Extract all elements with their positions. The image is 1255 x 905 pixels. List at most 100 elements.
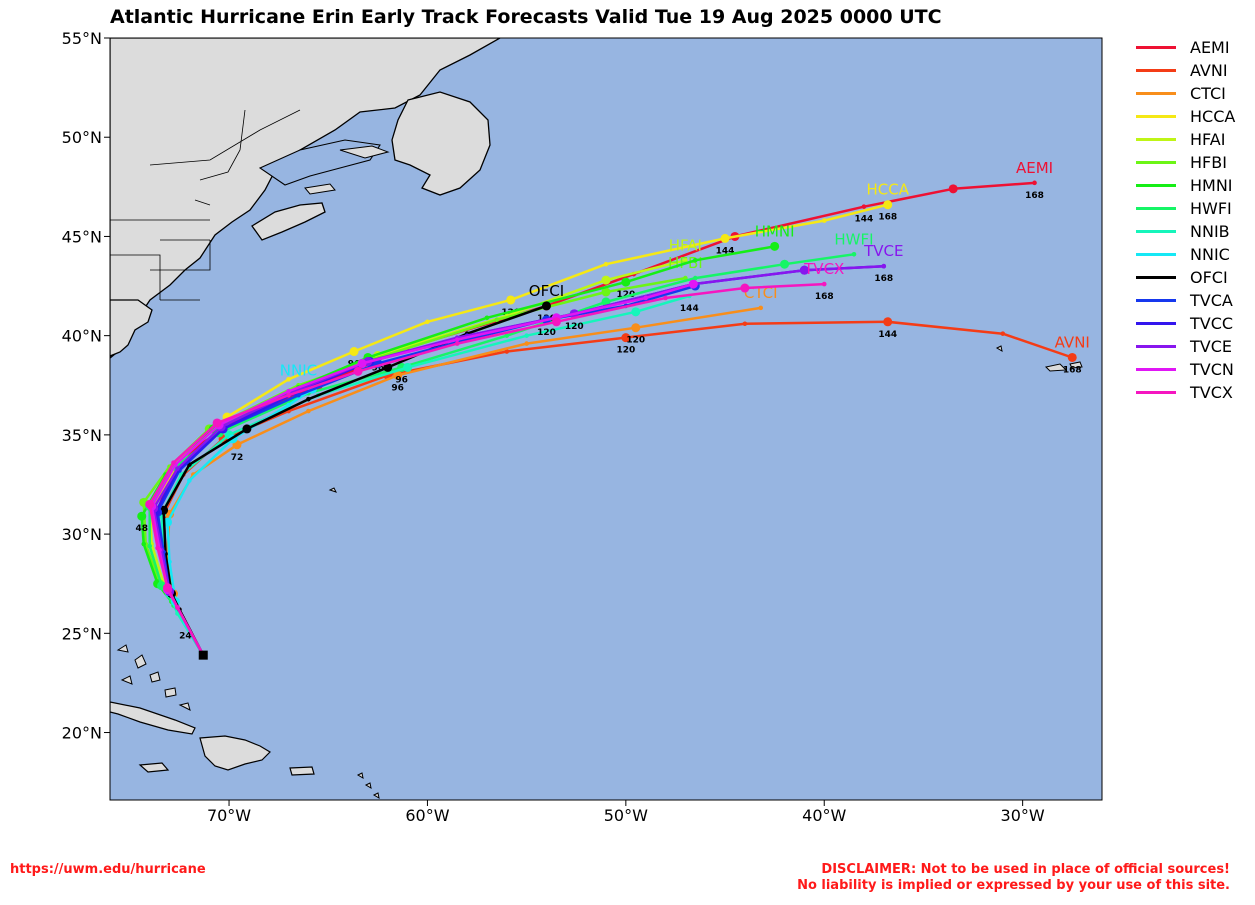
track-point xyxy=(175,466,180,471)
track-point xyxy=(541,301,551,311)
track-end-label: AEMI xyxy=(1016,159,1053,177)
track-point xyxy=(663,295,668,301)
track-point xyxy=(454,337,460,342)
footer-url[interactable]: https://uwm.edu/hurricane xyxy=(10,862,206,877)
track-line xyxy=(148,282,825,656)
legend-swatch xyxy=(1136,322,1176,325)
us-east-coast-land xyxy=(110,299,153,357)
track-point xyxy=(742,321,748,327)
axis-layer: 55°N 50°N 45°N 40°N 35°N 30°N 25°N 20°N 70°W 60°W… xyxy=(62,29,1045,825)
track-point xyxy=(861,204,867,209)
track-point xyxy=(147,543,152,549)
track-point xyxy=(167,559,172,565)
track-point xyxy=(175,611,180,616)
track-point xyxy=(692,275,698,281)
footer-disclaimer: DISCLAIMER: Not to be used in place of o… xyxy=(797,862,1230,894)
lon-tick-label: 40°W xyxy=(802,806,846,825)
legend-item-tvca[interactable]: TVCA xyxy=(1136,289,1235,312)
legend-item-tvcn[interactable]: TVCN xyxy=(1136,358,1235,381)
state-borders xyxy=(110,109,301,301)
legend-swatch xyxy=(1136,230,1176,233)
disclaimer-line1: DISCLAIMER: Not to be used in place of o… xyxy=(821,862,1230,877)
legend-item-nnib[interactable]: NNIB xyxy=(1136,220,1235,243)
legend-item-ofci[interactable]: OFCI xyxy=(1136,266,1235,289)
track-point xyxy=(770,241,780,251)
track-point xyxy=(163,583,173,593)
legend-item-tvce[interactable]: TVCE xyxy=(1136,335,1235,358)
legend-swatch xyxy=(1136,368,1176,371)
legend-label: HWFI xyxy=(1190,199,1232,218)
lon-tick-label: 70°W xyxy=(207,806,251,825)
track-point xyxy=(603,261,609,267)
forecast-hour-label: 168 xyxy=(1063,365,1082,375)
track-point xyxy=(621,277,631,287)
legend-item-aemi[interactable]: AEMI xyxy=(1136,36,1235,59)
track-end-label: HCCA xyxy=(866,181,909,199)
track-point xyxy=(155,545,160,551)
legend-item-tvcx[interactable]: TVCX xyxy=(1136,381,1235,404)
legend-swatch xyxy=(1136,345,1176,348)
legend-swatch xyxy=(1136,92,1176,95)
legend-label: HFAI xyxy=(1190,130,1226,149)
track-point xyxy=(506,295,516,305)
track-end-label: OFCI xyxy=(529,282,564,300)
legend-item-ctci[interactable]: CTCI xyxy=(1136,82,1235,105)
track-point xyxy=(171,460,176,465)
map-frame xyxy=(109,37,1103,801)
legend-item-tvcc[interactable]: TVCC xyxy=(1136,312,1235,335)
lat-tick-label: 30°N xyxy=(62,525,102,544)
legend-label: TVCA xyxy=(1190,291,1233,310)
legend-item-avni[interactable]: AVNI xyxy=(1136,59,1235,82)
legend-item-hwfi[interactable]: HWFI xyxy=(1136,197,1235,220)
track-point xyxy=(306,408,311,414)
lesser-antilles xyxy=(356,772,380,800)
cuba-island xyxy=(110,701,196,735)
legend-item-hmni[interactable]: HMNI xyxy=(1136,174,1235,197)
lat-tick-label: 55°N xyxy=(62,29,102,48)
hispaniola-island xyxy=(199,735,271,771)
legend-item-hfbi[interactable]: HFBI xyxy=(1136,151,1235,174)
track-point xyxy=(242,424,252,434)
legend-label: OFCI xyxy=(1190,268,1228,287)
track-point xyxy=(212,418,222,428)
legend-label: AVNI xyxy=(1190,61,1228,80)
track-end-label: AVNI xyxy=(1055,333,1090,351)
track-point xyxy=(286,392,291,398)
track-point xyxy=(524,341,529,346)
track-point xyxy=(306,396,311,402)
legend-label: NNIB xyxy=(1190,222,1230,241)
legend-label: TVCE xyxy=(1190,337,1232,356)
lon-tick-label: 30°W xyxy=(1001,806,1045,825)
track-point xyxy=(720,233,730,243)
track-point xyxy=(141,541,147,547)
legend-item-nnic[interactable]: NNIC xyxy=(1136,243,1235,266)
forecast-hour-label: 120 xyxy=(537,328,556,338)
forecast-hour-label: 24 xyxy=(179,631,192,641)
track-tvcx[interactable]: 168 TVCX xyxy=(145,260,844,656)
nova-scotia-land xyxy=(251,202,326,241)
track-point xyxy=(504,333,510,338)
forecast-hour-label: 144 xyxy=(716,246,735,256)
tracks-layer: 144168AEMI120144168AVNI7296120CTCI961201… xyxy=(135,159,1090,660)
track-point xyxy=(484,315,490,321)
forecast-hour-label: 168 xyxy=(815,292,834,302)
pei-island xyxy=(304,183,336,195)
forecast-hour-label: 168 xyxy=(874,274,893,284)
legend-label: AEMI xyxy=(1190,38,1230,57)
lat-tick-label: 50°N xyxy=(62,128,102,147)
legend-label: TVCN xyxy=(1190,360,1234,379)
legend-swatch xyxy=(1136,207,1176,210)
legend-item-hfai[interactable]: HFAI xyxy=(1136,128,1235,151)
track-point xyxy=(1032,180,1037,186)
legend-item-hcca[interactable]: HCCA xyxy=(1136,105,1235,128)
track-point xyxy=(425,319,430,325)
forecast-hour-label: 96 xyxy=(391,383,404,393)
track-point xyxy=(296,392,301,398)
land-layer xyxy=(110,38,1083,800)
track-point xyxy=(692,257,698,263)
track-end-label: HWFI xyxy=(834,230,873,248)
track-point xyxy=(601,275,611,285)
jamaica-island xyxy=(138,762,170,773)
forecast-hour-label: 120 xyxy=(626,336,645,346)
